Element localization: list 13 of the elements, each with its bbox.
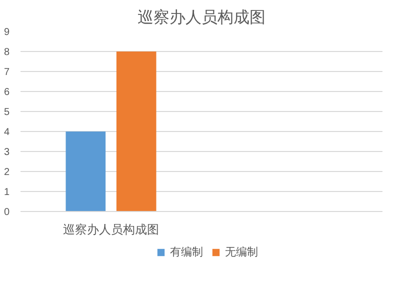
chart-title: 巡察办人员构成图 xyxy=(138,8,266,26)
y-tick-label: 0 xyxy=(4,207,10,218)
y-tick-label: 2 xyxy=(4,167,10,178)
y-tick-label: 9 xyxy=(4,27,10,38)
legend-label: 有编制 xyxy=(170,246,203,260)
y-tick-label: 4 xyxy=(4,127,10,138)
y-tick-label: 1 xyxy=(4,187,10,198)
legend-label: 无编制 xyxy=(225,246,258,260)
y-tick-label: 8 xyxy=(4,47,10,58)
y-tick-label: 5 xyxy=(4,107,10,118)
y-tick-label: 7 xyxy=(4,67,10,78)
y-tick-label: 3 xyxy=(4,147,10,158)
y-tick-label: 6 xyxy=(4,87,10,98)
